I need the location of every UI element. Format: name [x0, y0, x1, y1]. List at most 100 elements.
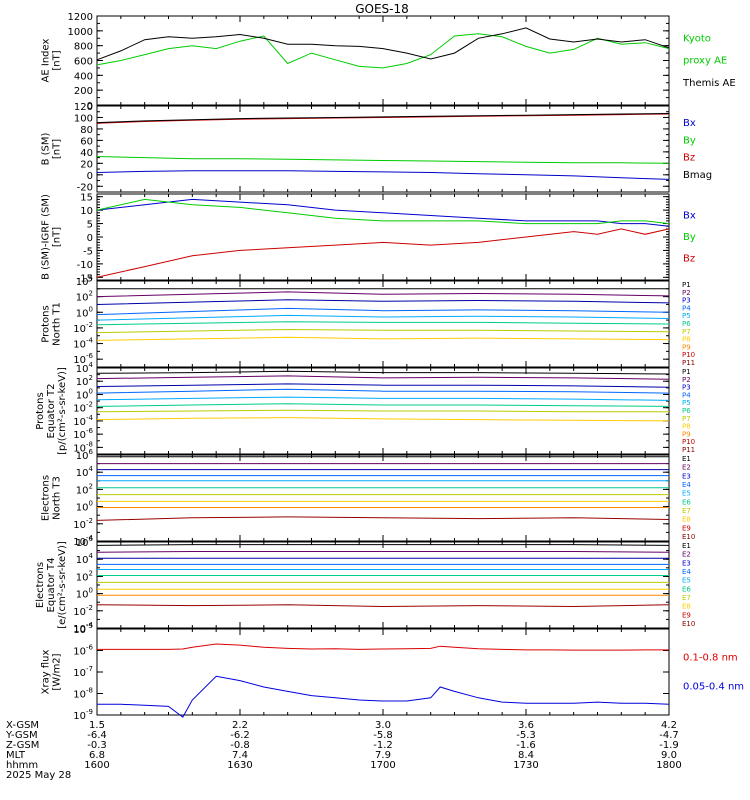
y-tick-exp: -6: [86, 352, 94, 360]
panel-frame: [96, 541, 670, 629]
y-axis-label: AE Index: [41, 38, 52, 82]
y-tick-exp: -9: [86, 708, 93, 716]
y-axis-label: B (SM)-IGRF (SM): [41, 194, 52, 280]
legend-entry: 0.05-0.4 nm: [683, 681, 744, 692]
legend-entry: E4: [682, 568, 691, 576]
y-axis-label: Xray flux: [41, 650, 52, 695]
series-line: [96, 307, 670, 316]
y-axis-label: [nT]: [52, 227, 63, 247]
legend-entry: E6: [682, 585, 691, 593]
series-line: [96, 544, 670, 546]
x-row-value: -5.8: [373, 730, 393, 741]
legend-entry: E1: [682, 542, 691, 550]
y-tick-exp: 0: [89, 387, 93, 395]
series-line: [96, 113, 670, 124]
legend-entry: By: [683, 135, 696, 146]
legend-entry: P2: [682, 376, 691, 384]
x-row-value: 2.2: [232, 720, 248, 731]
legend-entry: E3: [682, 559, 691, 567]
y-tick-label: 60: [80, 136, 93, 147]
y-tick-base: 10: [73, 443, 86, 454]
x-row-value: 1630: [227, 760, 252, 771]
y-tick-exp: -6: [86, 427, 94, 435]
y-tick-base: 10: [76, 538, 89, 549]
y-tick-base: 10: [73, 624, 86, 635]
y-tick-label: 106: [76, 448, 94, 462]
y-tick-label: -5: [83, 246, 93, 257]
y-axis-label: [nT]: [52, 50, 63, 70]
y-tick-label: 102: [76, 569, 93, 583]
x-row-value: 1730: [513, 760, 538, 771]
legend-entry: E9: [682, 611, 691, 619]
x-row-value: 7.4: [232, 750, 248, 761]
x-row-value: -1.9: [659, 740, 679, 751]
y-tick-label: 10-4: [73, 414, 93, 428]
legend-entry: E4: [682, 481, 691, 489]
x-row-value: 1600: [84, 760, 109, 771]
y-tick-base: 10: [73, 711, 86, 722]
x-row-value: 1800: [656, 760, 681, 771]
y-tick-exp: -7: [86, 665, 93, 673]
y-tick-label: 200: [74, 86, 93, 97]
series-line: [96, 170, 670, 180]
y-tick-exp: -8: [86, 687, 93, 695]
series-line: [97, 675, 670, 718]
y-tick-label: 10-6: [73, 644, 93, 658]
y-tick-label: 800: [74, 42, 93, 53]
y-tick-label: 15: [80, 193, 93, 204]
legend-entry: E7: [682, 507, 691, 515]
y-tick-base: 10: [76, 390, 89, 401]
y-axis-label: Protons: [35, 392, 46, 429]
x-row-value: 9.0: [661, 750, 677, 761]
y-tick-base: 10: [76, 590, 89, 601]
legend-entry: P4: [682, 304, 691, 312]
x-row-label: MLT: [6, 750, 26, 761]
legend-entry: proxy AE: [683, 56, 727, 67]
x-row-value: -6.4: [87, 730, 107, 741]
y-tick-exp: -2: [86, 401, 93, 409]
legend-entry: P3: [682, 297, 691, 305]
y-tick-label: 5: [87, 220, 93, 231]
panel-frame: [96, 193, 670, 281]
y-tick-base: 10: [73, 430, 86, 441]
y-tick-exp: 6: [89, 535, 94, 543]
y-tick-label: 400: [74, 71, 93, 82]
y-tick-label: 102: [76, 290, 93, 304]
y-tick-exp: 0: [89, 500, 93, 508]
y-tick-exp: -4: [86, 621, 94, 629]
legend-entry: Bmag: [683, 170, 712, 181]
series-line: [96, 33, 670, 69]
y-axis-label: [e/(cm²-s-sr-keV)]: [57, 541, 68, 629]
legend-entry: Bx: [683, 118, 696, 129]
x-row-label: X-GSM: [6, 720, 39, 731]
legend-entry: 0.1-0.8 nm: [683, 653, 738, 664]
y-tick-base: 10: [76, 293, 89, 304]
series-line: [96, 375, 670, 380]
y-tick-exp: 2: [89, 290, 93, 298]
y-tick-exp: 0: [89, 305, 93, 313]
series-line: [96, 321, 670, 326]
series-line: [96, 156, 670, 164]
panel-frame: [96, 105, 670, 193]
legend-entry: E5: [682, 490, 691, 498]
legend-entry: P11: [682, 446, 695, 454]
y-tick-base: 10: [76, 308, 89, 319]
y-tick-label: 1200: [68, 12, 93, 23]
y-tick-exp: 6: [89, 448, 94, 456]
y-tick-label: 80: [80, 125, 93, 136]
y-tick-label: 102: [76, 482, 93, 496]
y-tick-label: 104: [76, 274, 94, 288]
y-tick-label: 20: [80, 159, 93, 170]
y-axis-label: Equator T2: [46, 384, 57, 439]
x-row-value: -0.8: [230, 740, 250, 751]
y-tick-exp: -4: [86, 534, 94, 542]
y-tick-base: 10: [73, 690, 86, 701]
y-tick-base: 10: [76, 572, 89, 583]
legend-entry: P10: [682, 351, 695, 359]
y-tick-base: 10: [73, 647, 86, 658]
